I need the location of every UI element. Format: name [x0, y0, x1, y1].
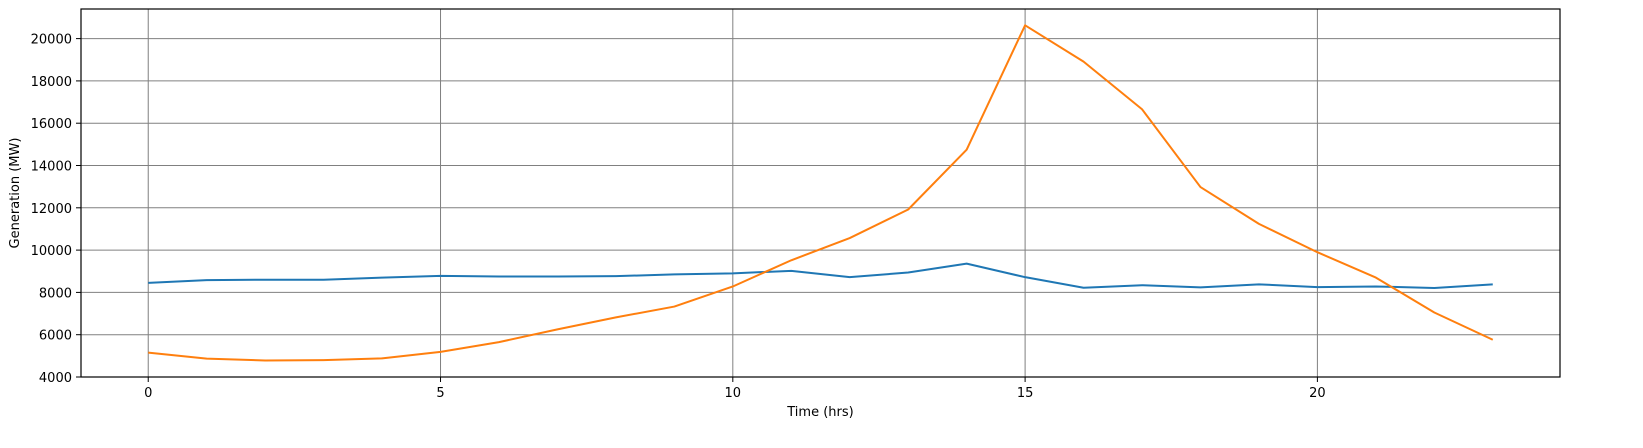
grid-lines: [81, 9, 1560, 378]
y-tick-label: 6000: [39, 329, 72, 344]
x-tick-label: 20: [1309, 386, 1326, 401]
y-axis-ticks: 4000 6000 8000 10000 12000 14000 16000 18000 200…: [31, 33, 81, 386]
y-tick-label: 10000: [31, 244, 72, 259]
series-line-2: [148, 24, 1494, 362]
x-axis-ticks: 0 5 10 15 20: [144, 377, 1326, 401]
y-tick-label: 18000: [31, 75, 72, 90]
y-tick-label: 8000: [39, 286, 72, 301]
x-tick-label: 0: [144, 386, 152, 401]
series-line-1: [148, 262, 1493, 289]
x-tick-label: 5: [436, 386, 444, 401]
series-group: [148, 24, 1494, 362]
y-tick-label: 20000: [31, 33, 72, 48]
y-tick-label: 4000: [39, 371, 72, 386]
x-axis-label: Time (hrs): [786, 405, 853, 420]
y-tick-label: 12000: [31, 202, 72, 217]
x-tick-label: 15: [1017, 386, 1034, 401]
y-tick-label: 16000: [31, 117, 72, 132]
y-axis-label: Generation (MW): [8, 138, 23, 249]
plot-frame: [80, 8, 1561, 378]
x-tick-label: 10: [725, 386, 742, 401]
y-tick-label: 14000: [31, 160, 72, 175]
